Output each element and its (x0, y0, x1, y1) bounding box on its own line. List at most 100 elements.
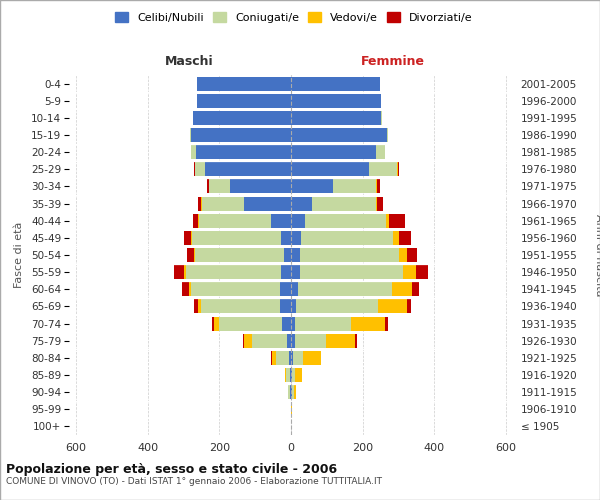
Bar (291, 248, 300, 262)
Bar (244, 334, 251, 347)
Bar (295, 334, 326, 347)
Bar (195, 162, 205, 176)
Bar (199, 214, 271, 228)
Bar (198, 196, 202, 210)
Bar (196, 145, 291, 159)
Bar (173, 265, 184, 279)
Bar (326, 334, 355, 347)
Bar (205, 162, 291, 176)
Bar (242, 334, 244, 347)
Bar (291, 180, 333, 194)
Bar (296, 300, 378, 314)
Bar (291, 214, 305, 228)
Bar (291, 162, 369, 176)
Bar (184, 265, 186, 279)
Bar (293, 351, 303, 365)
Bar (191, 145, 196, 159)
Bar (392, 282, 412, 296)
Bar (376, 145, 385, 159)
Bar (301, 231, 394, 245)
Legend: Celibi/Nubili, Coniugati/e, Vedovi/e, Divorziati/e: Celibi/Nubili, Coniugati/e, Vedovi/e, Di… (111, 8, 477, 28)
Bar (381, 111, 382, 125)
Y-axis label: Fasce di età: Fasce di età (14, 222, 24, 288)
Bar (194, 162, 195, 176)
Bar (290, 385, 291, 399)
Bar (195, 248, 284, 262)
Bar (300, 265, 403, 279)
Bar (191, 128, 291, 142)
Bar (287, 334, 291, 347)
Bar (286, 368, 290, 382)
Bar (407, 248, 416, 262)
Bar (355, 334, 356, 347)
Bar (214, 316, 220, 330)
Bar (292, 385, 293, 399)
Bar (400, 248, 407, 262)
Bar (197, 76, 291, 90)
Bar (230, 180, 291, 194)
Bar (387, 128, 388, 142)
Bar (416, 265, 428, 279)
Bar (321, 351, 322, 365)
Bar (291, 300, 296, 314)
Bar (192, 231, 281, 245)
Bar (291, 265, 300, 279)
Bar (281, 231, 291, 245)
Bar (280, 282, 291, 296)
Bar (377, 196, 383, 210)
Bar (193, 214, 198, 228)
Bar (209, 180, 230, 194)
Bar (193, 111, 291, 125)
Bar (385, 316, 388, 330)
Bar (369, 162, 397, 176)
Bar (289, 351, 291, 365)
Bar (290, 368, 291, 382)
Bar (291, 368, 292, 382)
Bar (190, 128, 191, 142)
Bar (186, 265, 281, 279)
Bar (194, 300, 198, 314)
Bar (399, 231, 410, 245)
Bar (291, 111, 381, 125)
Bar (303, 351, 321, 365)
Bar (198, 300, 202, 314)
Bar (333, 180, 376, 194)
Text: COMUNE DI VINOVO (TO) - Dati ISTAT 1° gennaio 2006 - Elaborazione TUTTITALIA.IT: COMUNE DI VINOVO (TO) - Dati ISTAT 1° ge… (6, 478, 382, 486)
Bar (397, 162, 398, 176)
Bar (202, 300, 280, 314)
Bar (191, 231, 192, 245)
Bar (398, 162, 399, 176)
Bar (284, 248, 291, 262)
Bar (291, 231, 301, 245)
Text: Maschi: Maschi (164, 55, 213, 68)
Bar (407, 300, 411, 314)
Bar (403, 265, 416, 279)
Bar (291, 145, 376, 159)
Bar (291, 76, 380, 90)
Bar (272, 351, 275, 365)
Bar (291, 351, 293, 365)
Bar (207, 180, 209, 194)
Bar (194, 248, 195, 262)
Bar (291, 282, 298, 296)
Bar (275, 351, 289, 365)
Bar (376, 180, 377, 194)
Bar (289, 385, 290, 399)
Text: Femmine: Femmine (361, 55, 425, 68)
Bar (197, 94, 291, 108)
Bar (202, 196, 244, 210)
Bar (220, 316, 282, 330)
Bar (284, 368, 286, 382)
Bar (291, 196, 312, 210)
Bar (389, 214, 404, 228)
Bar (291, 128, 387, 142)
Bar (300, 248, 400, 262)
Bar (295, 316, 351, 330)
Bar (244, 196, 291, 210)
Bar (198, 214, 199, 228)
Bar (271, 214, 291, 228)
Bar (377, 180, 380, 194)
Bar (212, 316, 214, 330)
Bar (251, 334, 287, 347)
Bar (280, 300, 291, 314)
